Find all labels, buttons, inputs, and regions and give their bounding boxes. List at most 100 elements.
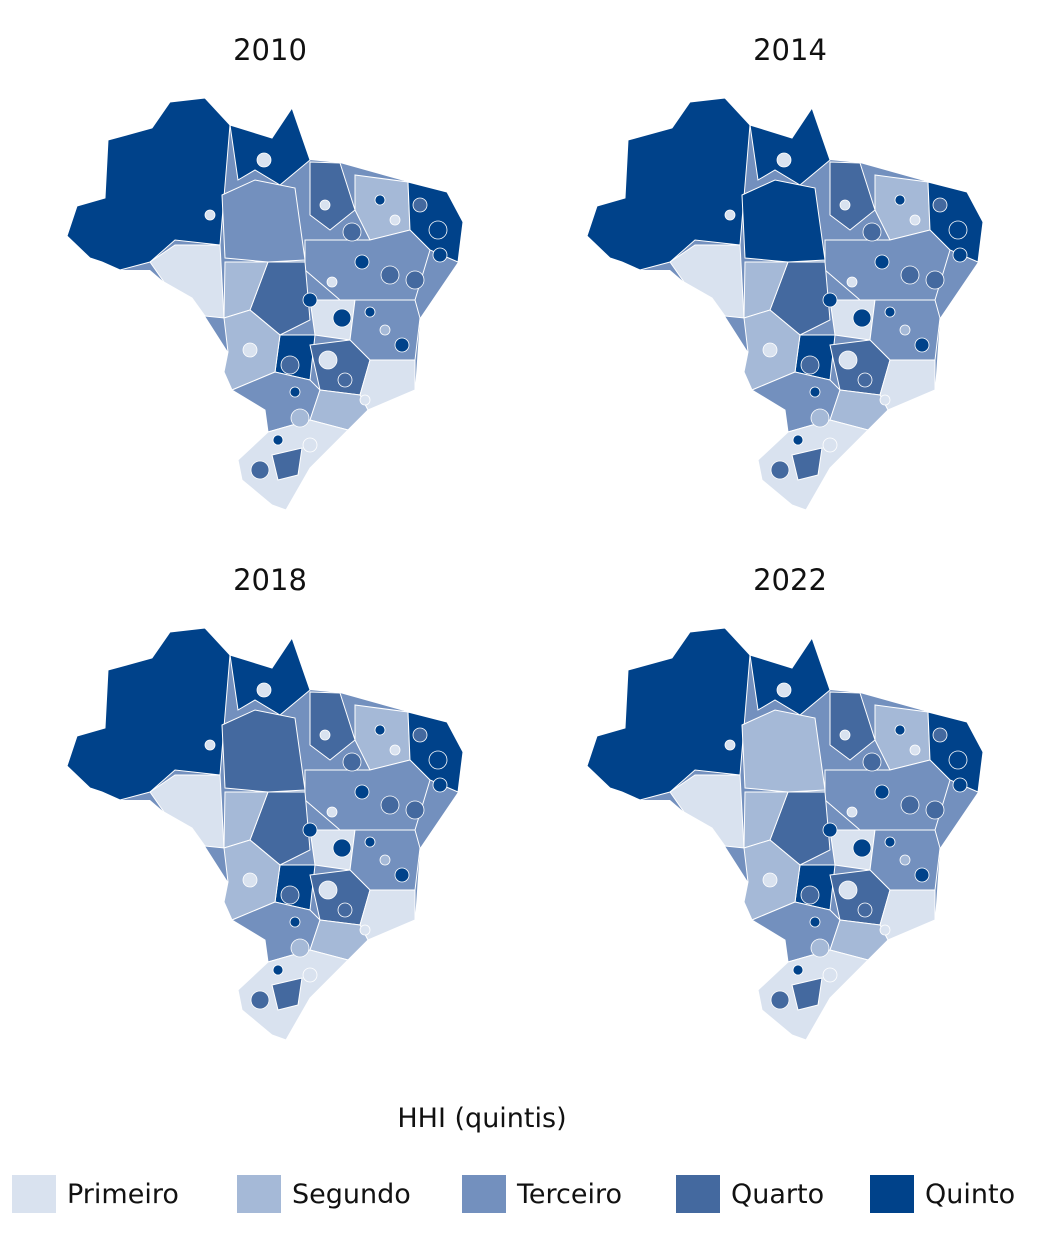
municipality-cell — [389, 744, 401, 756]
municipality-cell — [879, 394, 891, 406]
municipality-cell — [862, 222, 882, 242]
region-shape — [791, 447, 823, 481]
municipality-cell — [874, 784, 890, 800]
legend-label: Primeiro — [67, 1178, 179, 1210]
municipality-cell — [900, 265, 920, 285]
municipality-cell — [342, 752, 362, 772]
municipality-cell — [332, 838, 352, 858]
municipality-cell — [724, 209, 736, 221]
municipality-cell — [389, 214, 401, 226]
municipality-cell — [838, 880, 858, 900]
municipality-cell — [857, 902, 873, 918]
municipality-cell — [899, 324, 911, 336]
municipality-cell — [242, 342, 258, 358]
municipality-cell — [302, 437, 318, 453]
municipality-cell — [857, 372, 873, 388]
municipality-cell — [932, 197, 948, 213]
legend-title: HHI (quintis) — [397, 1103, 567, 1134]
municipality-cell — [884, 836, 896, 848]
region-shape — [749, 636, 831, 716]
legend-swatch — [237, 1175, 281, 1213]
region-shape — [229, 106, 311, 186]
municipality-cell — [319, 199, 331, 211]
brazil-map — [586, 627, 984, 1041]
municipality-cell — [838, 350, 858, 370]
municipality-cell — [326, 276, 338, 288]
region-shape — [741, 709, 826, 793]
municipality-cell — [428, 750, 448, 770]
brazil-map — [66, 627, 464, 1041]
municipality-cell — [948, 750, 968, 770]
map-title: 2010 — [233, 33, 307, 67]
municipality-cell — [862, 752, 882, 772]
municipality-cell — [899, 854, 911, 866]
municipality-cell — [809, 386, 821, 398]
municipality-cell — [256, 152, 272, 168]
map-panel-2014: 2014 — [530, 0, 1040, 530]
map-title: 2022 — [753, 563, 827, 597]
municipality-cell — [932, 727, 948, 743]
legend-item-quarto: Quarto — [676, 1172, 824, 1216]
legend-swatch — [12, 1175, 56, 1213]
municipality-cell — [776, 152, 792, 168]
municipality-cell — [302, 967, 318, 983]
municipality-cell — [770, 460, 790, 480]
municipality-cell — [405, 800, 425, 820]
municipality-cell — [204, 209, 216, 221]
municipality-cell — [412, 727, 428, 743]
municipality-cell — [319, 729, 331, 741]
municipality-cell — [250, 460, 270, 480]
municipality-cell — [822, 292, 838, 308]
region-shape — [271, 447, 303, 481]
municipality-cell — [290, 938, 310, 958]
municipality-cell — [925, 270, 945, 290]
municipality-cell — [770, 990, 790, 1010]
municipality-cell — [800, 355, 820, 375]
municipality-cell — [359, 924, 371, 936]
region-shape — [791, 977, 823, 1011]
municipality-cell — [839, 729, 851, 741]
region-shape — [879, 359, 936, 411]
legend-label: Quinto — [925, 1178, 1016, 1210]
municipality-cell — [374, 194, 386, 206]
legend-item-segundo: Segundo — [237, 1172, 411, 1216]
municipality-cell — [792, 964, 804, 976]
legend-label: Quarto — [731, 1178, 825, 1210]
municipality-cell — [914, 867, 930, 883]
region-shape — [271, 977, 303, 1011]
municipality-cell — [332, 308, 352, 328]
municipality-cell — [412, 197, 428, 213]
legend-label: Terceiro — [517, 1178, 623, 1210]
municipality-cell — [900, 795, 920, 815]
municipality-cell — [326, 806, 338, 818]
municipality-cell — [874, 254, 890, 270]
municipality-cell — [337, 372, 353, 388]
municipality-cell — [822, 967, 838, 983]
region-shape — [149, 244, 225, 319]
legend-swatch — [870, 1175, 914, 1213]
municipality-cell — [762, 872, 778, 888]
municipality-cell — [810, 408, 830, 428]
municipality-cell — [250, 990, 270, 1010]
legend-swatch — [462, 1175, 506, 1213]
municipality-cell — [359, 394, 371, 406]
brazil-map — [66, 97, 464, 511]
region-shape — [229, 636, 311, 716]
legend-label: Segundo — [292, 1178, 411, 1210]
region-shape — [149, 774, 225, 849]
municipality-cell — [810, 938, 830, 958]
municipality-cell — [822, 822, 838, 838]
municipality-cell — [280, 355, 300, 375]
municipality-cell — [318, 880, 338, 900]
municipality-cell — [354, 254, 370, 270]
map-panel-2018: 2018 — [10, 530, 530, 1060]
municipality-cell — [380, 265, 400, 285]
municipality-cell — [380, 795, 400, 815]
municipality-cell — [809, 916, 821, 928]
municipality-cell — [952, 247, 968, 263]
region-shape — [829, 161, 876, 231]
map-title: 2018 — [233, 563, 307, 597]
legend-item-terceiro: Terceiro — [462, 1172, 622, 1216]
municipality-cell — [925, 800, 945, 820]
region-shape — [669, 774, 745, 849]
